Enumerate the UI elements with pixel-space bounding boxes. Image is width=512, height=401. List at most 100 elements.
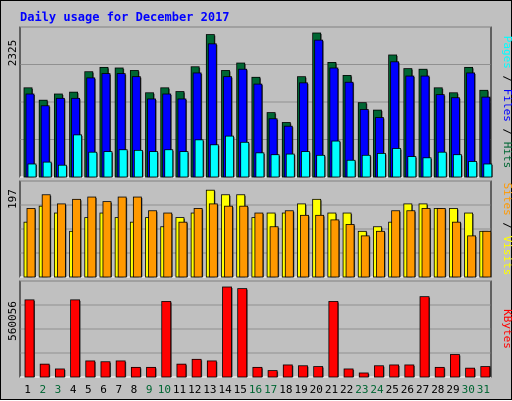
bar-kbytes-day-26 bbox=[404, 364, 415, 378]
day-label-24: 24 bbox=[370, 383, 384, 396]
bar-sites-day-23 bbox=[360, 235, 370, 278]
bar-sites-day-27 bbox=[421, 208, 431, 278]
bar-sites-day-19 bbox=[300, 214, 309, 278]
day-label-22: 22 bbox=[340, 383, 353, 396]
bar-kbytes-day-1 bbox=[24, 299, 35, 378]
bar-pages-day-2 bbox=[42, 161, 52, 178]
bar-pages-day-4 bbox=[73, 134, 82, 178]
bar-sites-day-1 bbox=[26, 208, 36, 278]
bar-pages-day-28 bbox=[437, 151, 447, 178]
bar-kbytes-day-15 bbox=[237, 288, 248, 378]
day-label-5: 5 bbox=[85, 383, 92, 396]
bar-sites-day-17 bbox=[269, 226, 279, 278]
day-label-4: 4 bbox=[70, 383, 77, 396]
panel-kbytes-max-label: 560056 bbox=[6, 301, 19, 341]
bar-pages-day-31 bbox=[483, 163, 493, 178]
day-label-3: 3 bbox=[55, 383, 62, 396]
bar-sites-day-24 bbox=[376, 230, 385, 278]
day-label-14: 14 bbox=[218, 383, 232, 396]
bar-pages-day-27 bbox=[422, 157, 432, 178]
day-label-28: 28 bbox=[431, 383, 444, 396]
day-label-13: 13 bbox=[203, 383, 216, 396]
bar-kbytes-day-13 bbox=[206, 360, 217, 378]
day-label-30: 30 bbox=[462, 383, 475, 396]
bar-kbytes-day-14 bbox=[222, 286, 232, 378]
day-label-9: 9 bbox=[146, 383, 153, 396]
bar-pages-day-11 bbox=[179, 151, 189, 178]
bar-kbytes-day-25 bbox=[389, 364, 400, 378]
bar-pages-day-8 bbox=[133, 149, 143, 178]
bar-kbytes-day-12 bbox=[191, 358, 202, 378]
bar-pages-day-29 bbox=[453, 154, 462, 178]
bar-pages-day-6 bbox=[103, 151, 113, 178]
legend-part: Sites bbox=[501, 183, 512, 216]
bar-pages-day-22 bbox=[346, 159, 356, 178]
day-label-18: 18 bbox=[279, 383, 292, 396]
bar-sites-day-7 bbox=[117, 196, 127, 278]
bar-sites-day-26 bbox=[406, 210, 416, 278]
day-label-11: 11 bbox=[173, 383, 186, 396]
panel-hits-files-pages-max-label: 2325 bbox=[6, 40, 19, 67]
bar-kbytes-day-24 bbox=[374, 365, 384, 378]
bar-pages-day-25 bbox=[392, 148, 402, 178]
bar-kbytes-day-27 bbox=[419, 296, 430, 378]
bar-pages-day-23 bbox=[361, 154, 371, 178]
bar-kbytes-day-20 bbox=[313, 366, 324, 378]
bar-sites-day-22 bbox=[345, 224, 355, 278]
bar-sites-day-25 bbox=[391, 210, 401, 278]
bar-pages-day-26 bbox=[407, 156, 417, 178]
bar-sites-day-31 bbox=[482, 230, 492, 278]
bar-kbytes-day-21 bbox=[328, 301, 339, 378]
bar-sites-day-12 bbox=[193, 208, 203, 278]
day-label-15: 15 bbox=[234, 383, 247, 396]
bar-kbytes-day-3 bbox=[54, 368, 65, 378]
bar-sites-day-10 bbox=[163, 212, 173, 278]
bar-sites-day-13 bbox=[208, 203, 218, 278]
day-label-21: 21 bbox=[325, 383, 338, 396]
day-label-2: 2 bbox=[39, 383, 46, 396]
bar-kbytes-day-29 bbox=[450, 354, 460, 378]
panel-kbytes-legend: KBytes bbox=[501, 309, 512, 349]
day-label-26: 26 bbox=[401, 383, 414, 396]
bar-sites-day-8 bbox=[132, 196, 142, 278]
bar-pages-day-5 bbox=[88, 151, 98, 178]
bar-kbytes-day-18 bbox=[282, 364, 293, 378]
bar-pages-day-20 bbox=[316, 154, 326, 178]
bar-kbytes-day-4 bbox=[70, 299, 80, 378]
day-label-8: 8 bbox=[131, 383, 138, 396]
bar-sites-day-3 bbox=[56, 203, 66, 278]
bar-pages-day-10 bbox=[164, 149, 174, 178]
legend-part: / bbox=[501, 122, 512, 142]
bar-kbytes-day-22 bbox=[343, 368, 354, 378]
legend-part: / bbox=[501, 216, 512, 236]
legend-part: Hits bbox=[501, 142, 512, 169]
bar-kbytes-day-30 bbox=[465, 367, 476, 378]
bar-kbytes-day-16 bbox=[252, 366, 263, 378]
bar-pages-day-17 bbox=[270, 154, 280, 178]
panel-visits-sites-max-label: 197 bbox=[6, 189, 19, 209]
day-label-17: 17 bbox=[264, 383, 277, 396]
day-label-10: 10 bbox=[158, 383, 171, 396]
bar-pages-day-7 bbox=[118, 149, 128, 178]
bar-pages-day-13 bbox=[209, 144, 219, 178]
bar-kbytes-day-8 bbox=[130, 366, 141, 378]
day-label-16: 16 bbox=[249, 383, 262, 396]
bar-pages-day-24 bbox=[377, 153, 386, 178]
bar-sites-day-9 bbox=[148, 210, 157, 278]
bar-sites-day-4 bbox=[72, 198, 81, 278]
bar-pages-day-19 bbox=[301, 151, 310, 178]
bar-pages-day-16 bbox=[255, 152, 265, 178]
bar-pages-day-30 bbox=[468, 161, 478, 178]
bar-sites-day-15 bbox=[239, 205, 249, 278]
bar-kbytes-day-17 bbox=[267, 370, 278, 378]
bar-kbytes-day-31 bbox=[480, 366, 491, 378]
bar-pages-day-3 bbox=[57, 164, 67, 178]
bar-sites-day-29 bbox=[452, 221, 461, 278]
legend-part: Visits bbox=[501, 236, 512, 276]
bar-kbytes-day-28 bbox=[434, 366, 445, 378]
bar-sites-day-6 bbox=[102, 201, 112, 278]
bar-sites-day-2 bbox=[41, 194, 51, 278]
legend-part: KBytes bbox=[501, 309, 512, 349]
